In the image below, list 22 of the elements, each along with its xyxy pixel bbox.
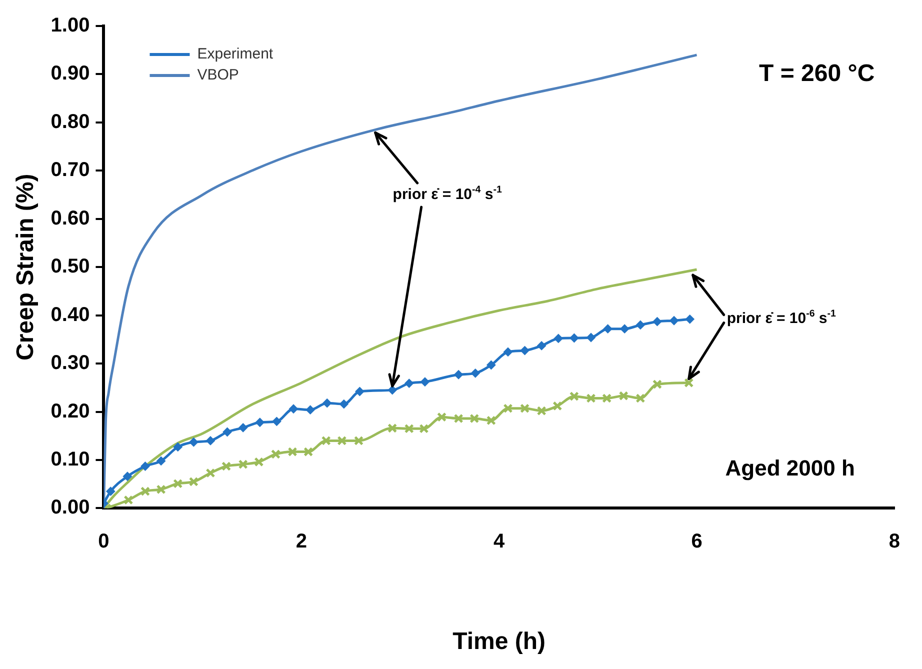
annotation: Aged 2000 h (725, 456, 855, 481)
x-tick-label: 2 (296, 530, 307, 553)
x-tick-label: 8 (888, 530, 900, 553)
x-axis-title: Time (h) (452, 628, 546, 656)
x-tick-label: 4 (494, 530, 506, 553)
legend-label: Experiment (197, 46, 274, 63)
annotation: T = 260 °C (759, 60, 875, 87)
y-tick-label: 0.00 (50, 496, 90, 519)
x-tick-label: 0 (98, 530, 110, 553)
y-tick-label: 0.20 (50, 400, 90, 422)
y-axis-title: Creep Strain (%) (12, 174, 40, 360)
y-tick-label: 0.30 (50, 352, 90, 374)
legend-label: VBOP (197, 66, 239, 84)
y-tick-label: 0.50 (50, 256, 90, 278)
y-tick-label: 0.90 (50, 62, 90, 85)
y-tick-label: 0.80 (50, 110, 90, 133)
x-tick-label: 6 (691, 530, 702, 553)
y-tick-label: 0.40 (50, 304, 90, 326)
y-tick-label: 0.60 (50, 207, 90, 230)
y-tick-label: 0.10 (50, 448, 90, 470)
y-tick-label: 0.70 (50, 159, 90, 182)
y-tick-label: 1.00 (50, 14, 90, 37)
